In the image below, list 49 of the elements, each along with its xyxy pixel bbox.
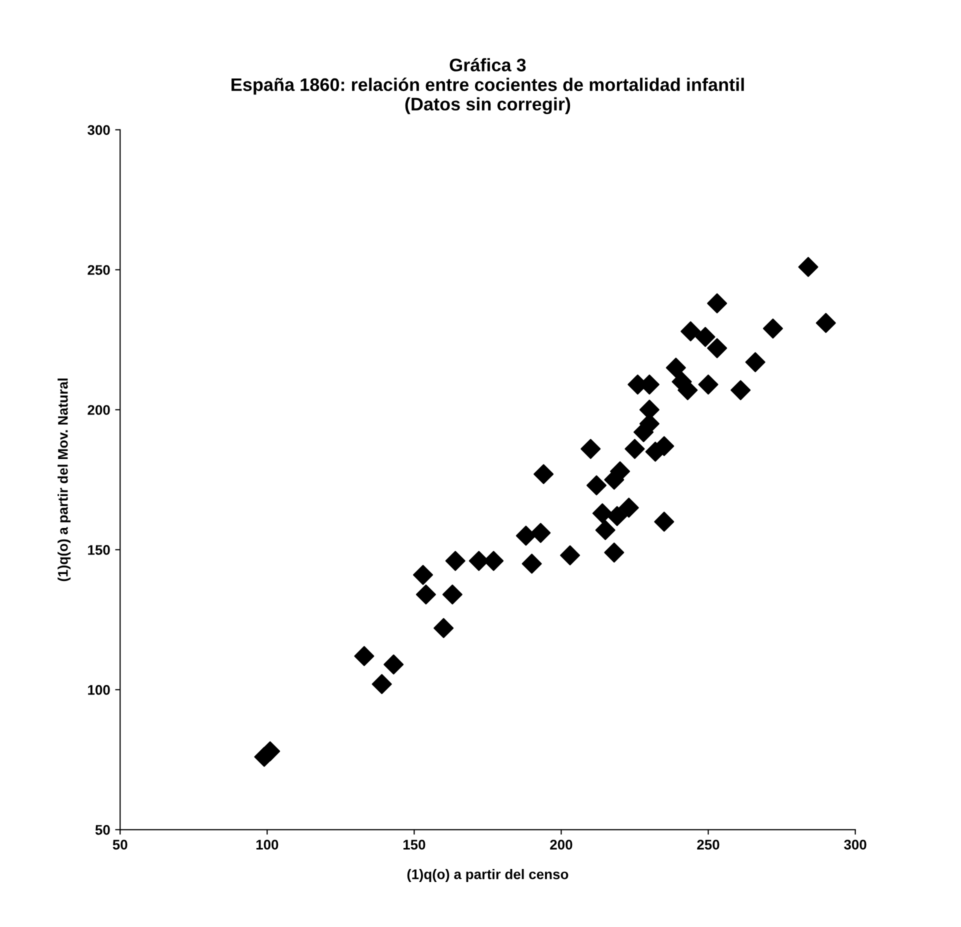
- x-tick-label: 200: [550, 840, 572, 850]
- point: [745, 352, 766, 372]
- point: [445, 550, 466, 571]
- point: [624, 438, 645, 459]
- y-axis-title: (1)q(o) a partir del Mov. Natural: [58, 378, 71, 582]
- point: [618, 498, 639, 518]
- point: [560, 545, 580, 566]
- point: [534, 464, 554, 484]
- point: [604, 542, 624, 563]
- point: [654, 512, 674, 532]
- point: [586, 475, 607, 496]
- point: [762, 318, 783, 339]
- point: [434, 618, 454, 638]
- x-tick-label: 250: [697, 840, 720, 850]
- point: [416, 584, 436, 605]
- point: [595, 520, 616, 540]
- point: [260, 741, 280, 762]
- point: [384, 654, 404, 675]
- point: [695, 326, 716, 347]
- point: [698, 374, 718, 395]
- y-tick-label: 250: [88, 265, 110, 275]
- point: [798, 256, 818, 277]
- x-tick-label: 150: [403, 840, 426, 850]
- point: [372, 674, 392, 694]
- point: [592, 503, 612, 524]
- chart-title: Gráfica 3 España 1860: relación entre cocientes de mortalidad infantil (Datos sin corregir): [232, 58, 744, 114]
- point: [580, 438, 601, 459]
- y-tick-label: 200: [88, 405, 110, 415]
- point: [516, 526, 536, 546]
- x-tick-label: 50: [112, 840, 128, 850]
- y-tick-label: 50: [95, 825, 110, 835]
- point: [730, 380, 751, 400]
- point: [680, 321, 701, 342]
- point: [413, 564, 434, 585]
- point: [666, 358, 686, 378]
- point: [530, 522, 551, 543]
- point: [707, 293, 728, 314]
- x-tick-label: 300: [844, 840, 866, 850]
- point: [442, 584, 462, 605]
- x-axis-title: (1)q(o) a partir del censo: [407, 869, 568, 882]
- point: [607, 506, 628, 526]
- point: [816, 312, 836, 333]
- x-tick-label: 100: [256, 840, 278, 850]
- y-tick-label: 300: [88, 125, 110, 135]
- y-tick-label: 150: [88, 545, 110, 555]
- point: [522, 554, 542, 574]
- point: [354, 646, 374, 666]
- y-tick-label: 100: [88, 685, 110, 695]
- point: [707, 338, 728, 358]
